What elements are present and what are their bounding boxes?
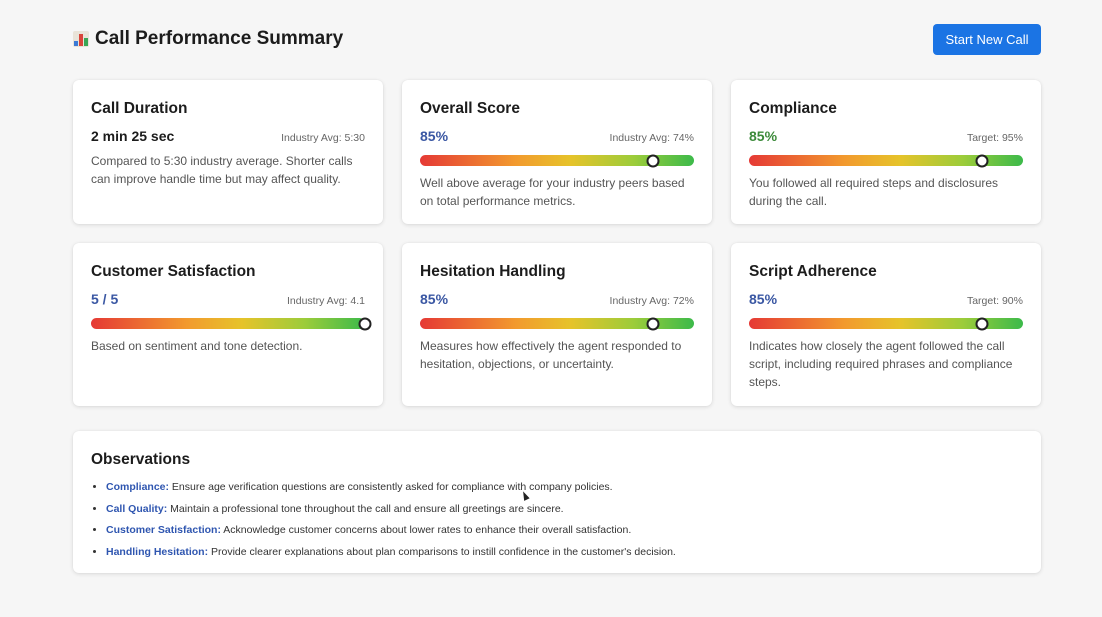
observation-label: Call Quality: xyxy=(106,502,168,515)
score-marker xyxy=(646,154,660,167)
card-reference: Industry Avg: 4.1 xyxy=(286,295,365,307)
card-customer-satisfaction: Customer Satisfaction 5 / 5 Industry Avg… xyxy=(73,243,383,406)
card-value: 85% xyxy=(420,128,449,144)
card-description: Compared to 5:30 industry average. Short… xyxy=(91,154,353,186)
list-item: Customer Satisfaction: Acknowledge custo… xyxy=(106,520,1023,542)
bar-chart-icon xyxy=(73,31,89,47)
card-title: Hesitation Handling xyxy=(420,263,566,280)
card-reference: Industry Avg: 74% xyxy=(609,132,694,144)
observations-list: Compliance: Ensure age verification ques… xyxy=(91,477,1023,563)
observation-text: Ensure age verification questions are co… xyxy=(169,481,613,493)
card-hesitation-handling: Hesitation Handling 85% Industry Avg: 72… xyxy=(402,243,712,406)
card-description: You followed all required steps and disc… xyxy=(749,176,999,208)
list-item: Compliance: Ensure age verification ques… xyxy=(106,477,1023,499)
card-description: Well above average for your industry pee… xyxy=(420,176,685,208)
card-title: Overall Score xyxy=(420,100,520,117)
card-value-row: 85% Target: 90% xyxy=(749,291,1023,309)
observation-label: Customer Satisfaction: xyxy=(106,524,221,536)
card-value: 85% xyxy=(420,291,449,307)
card-value-row: 5 / 5 Industry Avg: 4.1 xyxy=(91,291,365,309)
card-value-row: 85% Industry Avg: 72% xyxy=(420,291,694,309)
page-title-text: Call Performance Summary xyxy=(95,28,344,49)
score-bar xyxy=(749,317,1023,330)
card-reference: Target: 95% xyxy=(966,132,1023,144)
card-description: Indicates how closely the agent followed… xyxy=(749,339,1013,389)
score-marker xyxy=(358,317,372,330)
score-bar xyxy=(749,154,1023,167)
card-reference: Industry Avg: 5:30 xyxy=(281,132,365,144)
card-value: 5 / 5 xyxy=(91,291,119,307)
card-title: Compliance xyxy=(749,100,837,117)
card-reference: Industry Avg: 72% xyxy=(609,295,694,307)
start-new-call-button[interactable]: Start New Call xyxy=(933,24,1041,55)
score-marker xyxy=(975,154,989,167)
card-reference: Target: 90% xyxy=(966,295,1023,307)
card-value-row: 2 min 25 sec Industry Avg: 5:30 xyxy=(91,128,365,146)
score-bar xyxy=(420,317,694,330)
page-title: Call Performance Summary xyxy=(73,28,343,50)
card-description: Measures how effectively the agent respo… xyxy=(420,339,682,371)
list-item: Handling Hesitation: Provide clearer exp… xyxy=(106,542,1023,564)
card-title: Call Duration xyxy=(91,100,188,117)
card-compliance: Compliance 85% Target: 95% You followed … xyxy=(731,80,1041,224)
observation-label: Handling Hesitation: xyxy=(106,545,209,558)
observation-text: Acknowledge customer concerns about lowe… xyxy=(220,524,632,536)
card-title: Script Adherence xyxy=(749,263,877,280)
card-value: 85% xyxy=(749,128,778,144)
header: Call Performance Summary Start New Call xyxy=(73,24,1041,56)
card-call-duration: Call Duration 2 min 25 sec Industry Avg:… xyxy=(73,80,383,224)
score-bar xyxy=(91,317,372,330)
card-value: 2 min 25 sec xyxy=(91,128,175,144)
observation-label: Compliance: xyxy=(106,481,170,493)
observation-text: Provide clearer explanations about plan … xyxy=(208,545,676,558)
card-script-adherence: Script Adherence 85% Target: 90% Indicat… xyxy=(731,243,1041,406)
card-overall-score: Overall Score 85% Industry Avg: 74% Well… xyxy=(402,80,712,224)
card-description: Based on sentiment and tone detection. xyxy=(91,339,303,353)
card-value-row: 85% Industry Avg: 74% xyxy=(420,128,694,146)
observations-panel: Observations Compliance: Ensure age veri… xyxy=(73,431,1041,573)
card-title: Customer Satisfaction xyxy=(91,263,256,280)
list-item: Call Quality: Maintain a professional to… xyxy=(106,499,1023,521)
score-marker xyxy=(975,317,989,330)
observation-text: Maintain a professional tone throughout … xyxy=(167,502,564,515)
score-marker xyxy=(646,317,660,330)
card-value-row: 85% Target: 95% xyxy=(749,128,1023,146)
card-value: 85% xyxy=(749,291,778,307)
observations-title: Observations xyxy=(91,451,191,468)
score-bar xyxy=(420,154,694,167)
